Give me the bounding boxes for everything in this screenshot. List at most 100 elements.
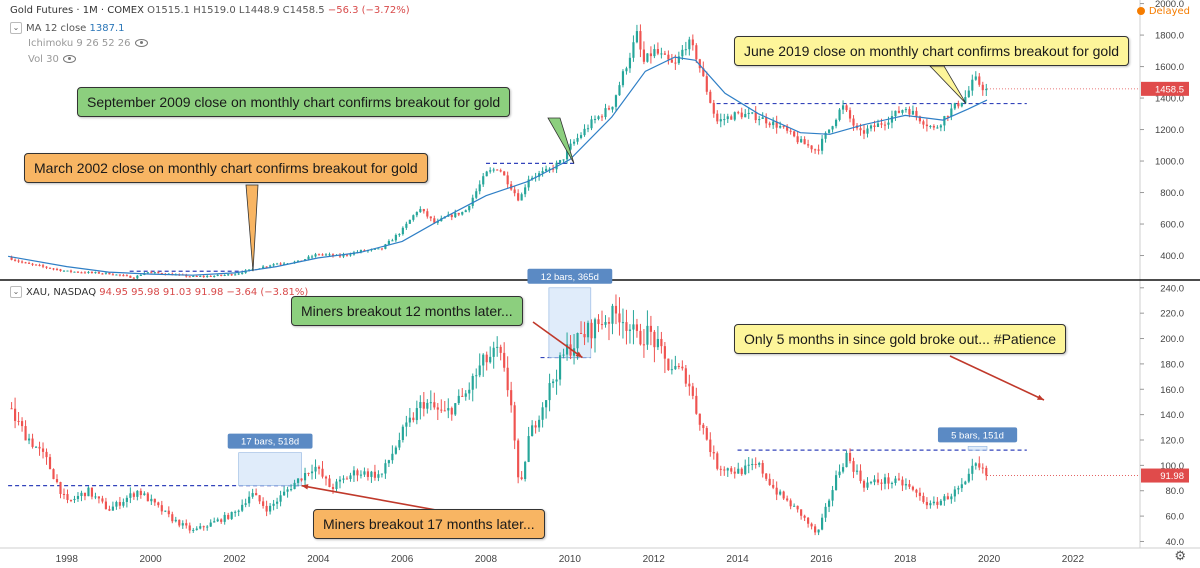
candle-body — [349, 254, 352, 256]
annotation-miners-17-months[interactable]: Miners breakout 17 months later... — [313, 509, 545, 539]
candle-body — [83, 492, 87, 497]
candle-body — [852, 118, 855, 126]
candle-body — [751, 463, 754, 465]
candle-body — [883, 477, 887, 484]
annotation-september-2009[interactable]: September 2009 close on monthly chart co… — [77, 87, 511, 117]
candle-body — [677, 365, 680, 367]
candle-body — [380, 473, 383, 475]
candle-body — [890, 482, 894, 484]
annotation-miners-12-months[interactable]: Miners breakout 12 months later... — [291, 296, 523, 326]
candle-body — [883, 124, 887, 126]
candle-body — [967, 473, 970, 482]
candle-body — [289, 489, 293, 491]
candle-body — [482, 354, 485, 366]
candle-body — [223, 514, 226, 522]
x-tick-label: 2006 — [391, 554, 414, 565]
candle-body — [262, 266, 265, 269]
candle-body — [814, 149, 817, 151]
candle-body — [188, 276, 191, 278]
settings-gear-icon[interactable]: ⚙ — [1174, 548, 1186, 563]
candle-body — [943, 496, 946, 501]
candle-body — [705, 428, 708, 440]
candle-body — [338, 479, 342, 482]
y-tick-label: 1200.0 — [1155, 125, 1184, 136]
candle-body — [412, 417, 415, 421]
candle-body — [576, 137, 579, 142]
candle-body — [866, 482, 869, 488]
candle-body — [352, 470, 356, 476]
candle-body — [618, 85, 621, 96]
candle-body — [611, 106, 614, 110]
candle-body — [202, 276, 205, 278]
candle-body — [157, 502, 160, 506]
y-tick-label: 180.0 — [1160, 359, 1184, 370]
xau-legend[interactable]: ⌄ XAU, NASDAQ 94.95 95.98 91.03 91.98 −3.… — [10, 286, 308, 298]
candle-body — [48, 267, 52, 269]
candle-body — [129, 275, 132, 278]
collapse-chevron-icon[interactable]: ⌄ — [10, 22, 22, 34]
annotation-march-2002[interactable]: March 2002 close on monthly chart confir… — [24, 153, 428, 183]
candle-body — [586, 128, 590, 130]
candle-body — [688, 383, 691, 387]
candle-body — [541, 171, 544, 174]
candle-body — [827, 500, 831, 507]
ichimoku-legend[interactable]: Ichimoku 9 26 52 26 — [28, 38, 148, 49]
y-tick-label: 1800.0 — [1155, 31, 1184, 42]
candle-body — [164, 510, 167, 512]
candle-body — [862, 130, 866, 134]
candle-body — [653, 331, 656, 348]
candle-body — [272, 264, 275, 266]
candle-body — [873, 479, 876, 483]
candle-body — [94, 272, 97, 274]
candle-body — [625, 68, 628, 72]
candle-body — [552, 381, 555, 384]
candle-body — [744, 465, 747, 475]
candle-body — [600, 116, 604, 118]
candle-body — [981, 84, 984, 91]
candle-body — [953, 489, 956, 497]
candle-body — [461, 212, 464, 215]
last-price-tag — [1141, 81, 1189, 96]
candle-body — [698, 413, 701, 425]
candle-body — [876, 123, 880, 128]
candle-body — [565, 149, 569, 160]
candle-body — [614, 305, 618, 314]
candle-body — [663, 53, 666, 55]
candle-body — [283, 491, 286, 496]
candle-body — [789, 500, 792, 507]
y-tick-label: 40.0 — [1166, 537, 1185, 548]
candle-body — [206, 275, 209, 277]
ma-legend[interactable]: ⌄ MA 12 close 1387.1 — [10, 22, 125, 34]
annotation-patience[interactable]: Only 5 months in since gold broke out...… — [734, 324, 1067, 354]
candle-body — [115, 274, 118, 276]
candle-body — [80, 272, 83, 274]
candle-body — [132, 277, 135, 279]
candle-body — [136, 275, 139, 279]
candle-body — [695, 45, 698, 60]
eye-hidden-icon[interactable] — [62, 55, 76, 63]
candle-body — [471, 197, 474, 206]
annotation-june-2019[interactable]: June 2019 close on monthly chart confirm… — [734, 36, 1130, 66]
y-tick-label: 400.0 — [1160, 251, 1184, 262]
candle-body — [150, 272, 153, 274]
candle-body — [946, 496, 949, 500]
candle-body — [433, 218, 436, 223]
candle-body — [925, 501, 928, 506]
candle-body — [24, 426, 27, 441]
candle-body — [614, 95, 618, 107]
candle-body — [548, 168, 551, 170]
candle-body — [705, 76, 708, 92]
candle-body — [814, 526, 817, 533]
x-tick-label: 2020 — [978, 554, 1001, 565]
candle-body — [429, 402, 432, 404]
candle-body — [150, 498, 153, 502]
candle-body — [628, 57, 632, 69]
volume-legend[interactable]: Vol 30 — [28, 54, 76, 65]
candle-body — [562, 159, 565, 161]
collapse-chevron-icon[interactable]: ⌄ — [10, 286, 22, 298]
candle-body — [817, 529, 820, 533]
eye-hidden-icon[interactable] — [134, 39, 148, 47]
candle-body — [740, 112, 743, 118]
candle-body — [908, 109, 911, 115]
